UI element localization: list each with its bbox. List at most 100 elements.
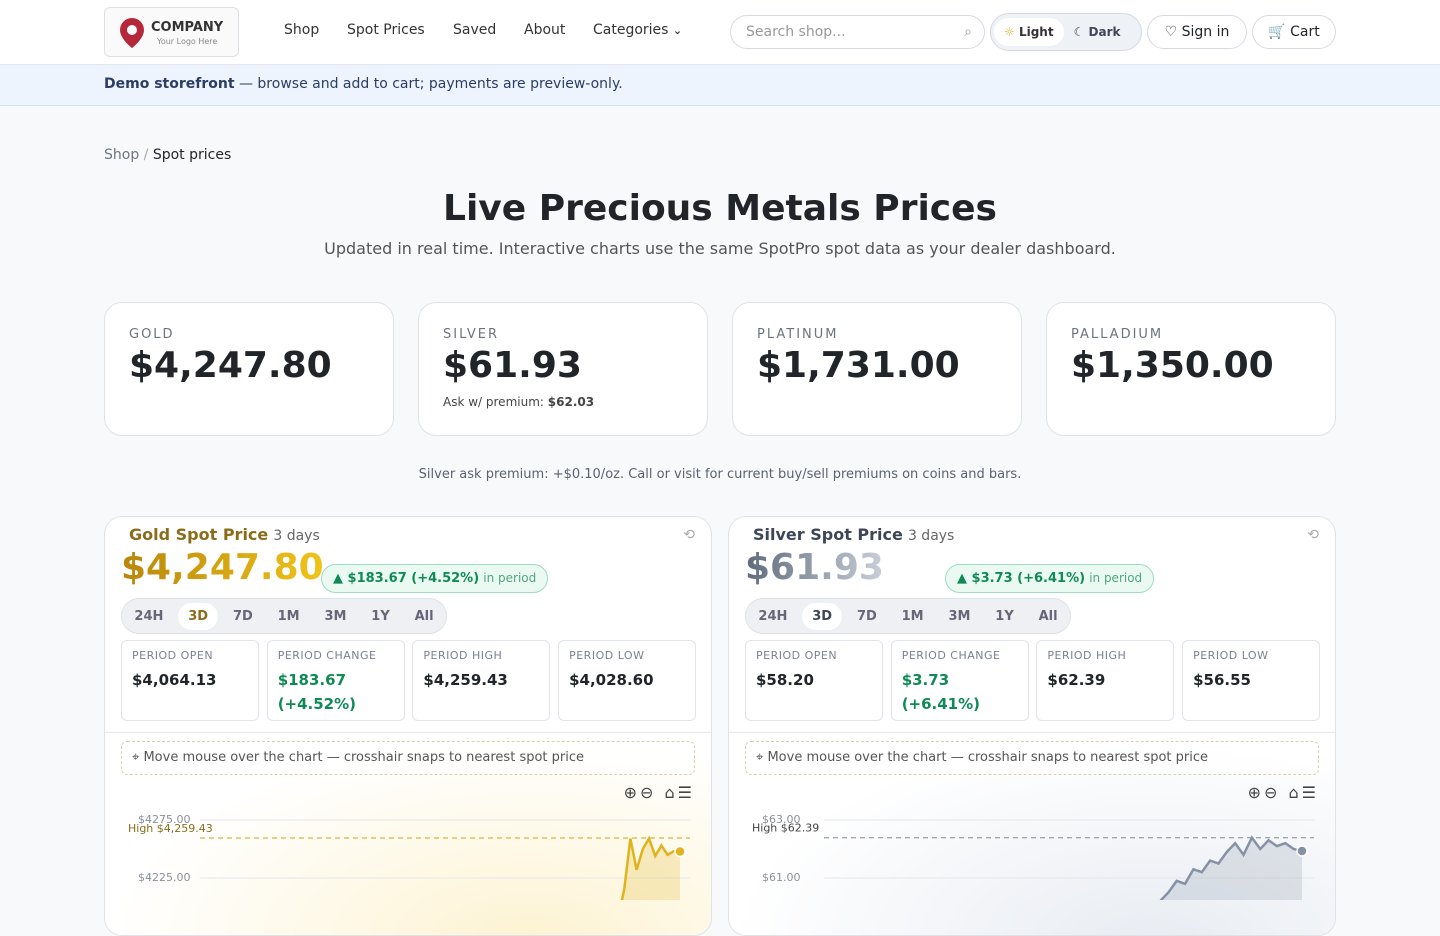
card-ask: Ask w/ premium: $62.03 bbox=[443, 395, 594, 409]
breadcrumb: Shop / Spot prices bbox=[104, 147, 231, 163]
stat-label: PERIOD OPEN bbox=[756, 649, 838, 662]
theme-toggle: ☼ Light ☾ Dark bbox=[990, 13, 1142, 51]
range-button[interactable]: 7D bbox=[856, 608, 877, 624]
chart-panel: Gold Spot Price 3 days ⟲ $4,247.80 ▲ $18… bbox=[104, 516, 712, 936]
range-button[interactable]: 1M bbox=[901, 608, 924, 624]
range-button[interactable]: 24H bbox=[758, 608, 788, 624]
change-badge: ▲ $183.67 (+4.52%) in period bbox=[321, 564, 549, 593]
stat-label: PERIOD LOW bbox=[569, 649, 645, 662]
theme-light[interactable]: ☼ Light bbox=[994, 18, 1064, 46]
stat-label: PERIOD LOW bbox=[1193, 649, 1269, 662]
theme-light-label: Light bbox=[1018, 25, 1054, 39]
range-button[interactable]: 3D bbox=[802, 602, 843, 630]
panel-price: $4,247.80 bbox=[121, 547, 324, 588]
stat-label: PERIOD OPEN bbox=[132, 649, 214, 662]
cart-button[interactable]: 🛒 Cart bbox=[1252, 15, 1336, 49]
panel-period: 3 days bbox=[907, 528, 955, 544]
stat-value: $58.20 bbox=[756, 671, 814, 689]
premium-note: Silver ask premium: +$0.10/oz. Call or v… bbox=[418, 467, 1022, 482]
price-card: PLATINUM $1,731.00 bbox=[732, 302, 1022, 436]
nav-link[interactable]: Spot Prices bbox=[347, 22, 425, 38]
stat-box: PERIOD LOW $4,028.60 bbox=[558, 640, 697, 721]
ask-label: Ask w/ premium: bbox=[443, 395, 544, 409]
change-value: ▲ $183.67 (+4.52%) bbox=[333, 571, 480, 586]
stat-label: PERIOD HIGH bbox=[1047, 649, 1127, 662]
card-price: $4,247.80 bbox=[129, 345, 332, 386]
chart-hint: ⌖ Move mouse over the chart — crosshair … bbox=[745, 741, 1319, 775]
stat-box: PERIOD OPEN $4,064.13 bbox=[121, 640, 259, 721]
stat-box: PERIOD CHANGE $183.67 (+4.52%) bbox=[266, 640, 405, 721]
range-button[interactable]: 3D bbox=[178, 602, 219, 630]
logo[interactable]: COMPANY Your Logo Here bbox=[104, 7, 239, 57]
logo-tagline: Your Logo Here bbox=[157, 37, 218, 46]
panel-price: $61.93 bbox=[745, 547, 884, 588]
sign-in-button[interactable]: ♡ Sign in bbox=[1147, 15, 1247, 49]
page-subtitle: Updated in real time. Interactive charts… bbox=[324, 239, 1116, 258]
banner-strong: Demo storefront bbox=[104, 76, 235, 92]
breadcrumb-link[interactable]: Shop bbox=[104, 147, 140, 163]
card-price: $1,731.00 bbox=[757, 345, 960, 386]
hint-text: Move mouse over the chart — crosshair sn… bbox=[767, 750, 1208, 765]
change-value: ▲ $3.73 (+6.41%) bbox=[957, 571, 1086, 586]
reset-icon[interactable]: ⟲ bbox=[1307, 527, 1319, 543]
range-button[interactable]: 1Y bbox=[995, 608, 1014, 624]
stat-box: PERIOD LOW $56.55 bbox=[1182, 640, 1321, 721]
card-label: PLATINUM bbox=[757, 327, 839, 342]
range-button[interactable]: 24H bbox=[134, 608, 164, 624]
range-button[interactable]: All bbox=[414, 608, 434, 624]
chart-toolbar[interactable]: ⊕⊖ ⌂☰ bbox=[1247, 783, 1319, 802]
panel-title: Silver Spot Price bbox=[753, 525, 903, 544]
breadcrumb-current: Spot prices bbox=[152, 147, 232, 163]
banner-text: — browse and add to cart; payments are p… bbox=[238, 76, 623, 92]
range-group: 24H 3D 7D 1M 3M 1Y All bbox=[745, 598, 1071, 634]
stat-box: PERIOD CHANGE $3.73 (+6.41%) bbox=[890, 640, 1029, 721]
range-button[interactable]: All bbox=[1038, 608, 1058, 624]
page-title: Live Precious Metals Prices bbox=[443, 188, 997, 229]
theme-dark-label: Dark bbox=[1088, 25, 1121, 39]
search-input[interactable]: Search shop... ⌕ bbox=[730, 15, 985, 49]
card-price: $1,350.00 bbox=[1071, 345, 1274, 386]
change-suffix: in period bbox=[1089, 571, 1143, 585]
stat-value: $62.39 bbox=[1047, 671, 1106, 689]
range-button[interactable]: 1M bbox=[277, 608, 300, 624]
nav-link[interactable]: About bbox=[524, 22, 566, 38]
theme-dark[interactable]: ☾ Dark bbox=[1073, 25, 1121, 39]
stat-value: $183.67 (+4.52%) bbox=[277, 671, 357, 713]
ask-value: $62.03 bbox=[547, 395, 595, 409]
price-card: GOLD $4,247.80 bbox=[104, 302, 394, 436]
panel-heading: Gold Spot Price 3 days bbox=[129, 525, 320, 544]
nav-dropdown[interactable]: Categories ⌄ bbox=[593, 22, 683, 38]
chart-toolbar[interactable]: ⊕⊖ ⌂☰ bbox=[623, 783, 695, 802]
chart-panel: Silver Spot Price 3 days ⟲ $61.93 ▲ $3.7… bbox=[728, 516, 1336, 936]
stat-value: $3.73 (+6.41%) bbox=[901, 671, 981, 713]
range-group: 24H 3D 7D 1M 3M 1Y All bbox=[121, 598, 447, 634]
header: COMPANY Your Logo Here Shop Spot Prices … bbox=[0, 0, 1440, 65]
range-button[interactable]: 3M bbox=[948, 608, 971, 624]
range-button[interactable]: 7D bbox=[232, 608, 253, 624]
stat-value: $4,064.13 bbox=[132, 671, 217, 689]
price-card: PALLADIUM $1,350.00 bbox=[1046, 302, 1336, 436]
search-placeholder: Search shop... bbox=[746, 24, 846, 40]
panel-heading: Silver Spot Price 3 days bbox=[753, 525, 954, 544]
price-card: SILVER $61.93 Ask w/ premium: $62.03 bbox=[418, 302, 708, 436]
sign-in-label: Sign in bbox=[1181, 24, 1230, 40]
stat-label: PERIOD HIGH bbox=[423, 649, 503, 662]
stat-value: $4,259.43 bbox=[423, 671, 508, 689]
stat-box: PERIOD HIGH $4,259.43 bbox=[412, 640, 551, 721]
logo-name: COMPANY bbox=[151, 20, 224, 35]
panel-period: 3 days bbox=[273, 528, 320, 544]
hint-text: Move mouse over the chart — crosshair sn… bbox=[143, 750, 584, 765]
reset-icon[interactable]: ⟲ bbox=[683, 527, 695, 543]
stat-box: PERIOD OPEN $58.20 bbox=[745, 640, 883, 721]
card-label: PALLADIUM bbox=[1071, 327, 1164, 342]
logo-icon bbox=[120, 18, 144, 48]
stat-value: $56.55 bbox=[1193, 671, 1251, 689]
card-price: $61.93 bbox=[443, 345, 582, 386]
range-button[interactable]: 1Y bbox=[371, 608, 390, 624]
nav-link[interactable]: Shop bbox=[284, 22, 320, 38]
panel-title: Gold Spot Price bbox=[129, 525, 269, 544]
stat-label: PERIOD CHANGE bbox=[901, 649, 1001, 662]
nav-link[interactable]: Saved bbox=[453, 22, 497, 38]
range-button[interactable]: 3M bbox=[324, 608, 347, 624]
stat-value: $4,028.60 bbox=[569, 671, 654, 689]
